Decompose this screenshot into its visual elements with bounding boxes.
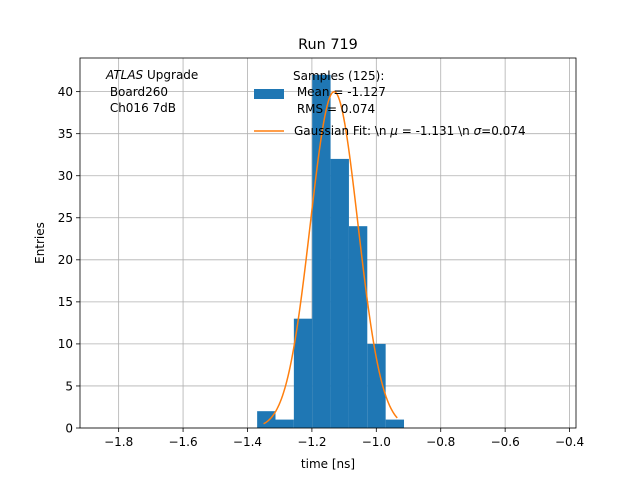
histogram-bars bbox=[257, 74, 405, 429]
histogram-bar bbox=[293, 318, 313, 428]
y-tick-label: 30 bbox=[58, 169, 73, 183]
histogram-bar bbox=[275, 419, 294, 428]
legend-histogram-line3: RMS = 0.074 bbox=[293, 102, 375, 116]
x-tick-label: −1.2 bbox=[297, 435, 326, 449]
legend-histogram-line1: Samples (125): bbox=[293, 69, 384, 83]
legend-histogram-line2: Mean = -1.127 bbox=[293, 85, 386, 99]
gaussian-fit-layer bbox=[263, 90, 398, 425]
gaussian-fit-line bbox=[263, 90, 398, 425]
legend: Samples (125): Mean = -1.127 RMS = 0.074… bbox=[254, 69, 526, 138]
x-axis-ticks: −1.8 −1.6 −1.4 −1.2 −1.0 −0.8 −0.6 −0.4 bbox=[104, 428, 584, 449]
histogram-bar bbox=[257, 411, 276, 428]
histogram-bar bbox=[312, 74, 331, 429]
y-tick-label: 20 bbox=[58, 253, 73, 267]
atlas-label: ATLAS bbox=[105, 68, 144, 82]
x-tick-label: −1.4 bbox=[233, 435, 262, 449]
x-tick-label: −0.8 bbox=[426, 435, 455, 449]
y-axis-label: Entries bbox=[33, 222, 47, 264]
y-tick-label: 5 bbox=[65, 379, 73, 393]
histogram-bar bbox=[348, 226, 368, 428]
x-tick-label: −1.8 bbox=[104, 435, 133, 449]
channel-label: Ch016 7dB bbox=[106, 101, 176, 115]
svg-text:ATLAS Upgrade: ATLAS Upgrade bbox=[105, 68, 198, 82]
x-tick-label: −1.0 bbox=[362, 435, 391, 449]
x-axis-label: time [ns] bbox=[301, 457, 355, 471]
chart-title: Run 719 bbox=[298, 37, 358, 53]
histogram-bar bbox=[330, 158, 349, 428]
y-tick-label: 10 bbox=[58, 337, 73, 351]
y-tick-label: 0 bbox=[65, 421, 73, 435]
atlas-annotation: ATLAS Upgrade Board260 Ch016 7dB bbox=[105, 68, 198, 115]
legend-fit-label: Gaussian Fit: \n μ = -1.131 \n σ=0.074 bbox=[294, 124, 526, 138]
x-tick-label: −1.6 bbox=[168, 435, 197, 449]
y-tick-label: 40 bbox=[58, 85, 73, 99]
y-axis-ticks: 0 5 10 15 20 25 30 35 40 bbox=[58, 85, 80, 435]
plot-frame bbox=[79, 57, 577, 429]
x-tick-label: −0.4 bbox=[555, 435, 584, 449]
histogram-bar bbox=[385, 419, 405, 428]
y-tick-label: 35 bbox=[58, 127, 73, 141]
board-label: Board260 bbox=[106, 85, 168, 99]
histogram-bar bbox=[367, 343, 386, 428]
y-tick-label: 15 bbox=[58, 295, 73, 309]
upgrade-label: Upgrade bbox=[143, 68, 198, 82]
legend-histogram-swatch bbox=[254, 89, 284, 99]
x-tick-label: −0.6 bbox=[491, 435, 520, 449]
y-tick-label: 25 bbox=[58, 211, 73, 225]
